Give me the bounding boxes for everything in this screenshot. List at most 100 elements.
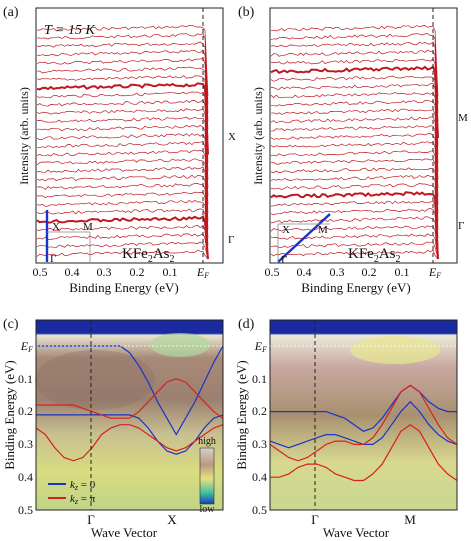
edc-curve: [36, 116, 209, 189]
edc-curve: [270, 241, 439, 260]
edc-curve: [270, 167, 439, 239]
c-ytick-3: 0.3: [18, 437, 33, 451]
b-xtick-ef: EF: [428, 265, 441, 280]
edc-curve: [270, 141, 439, 214]
edc-curve: [270, 25, 439, 97]
edc-curve: [36, 108, 209, 180]
edc-curve: [270, 249, 439, 260]
edc-curve: [270, 41, 439, 114]
legend-kz0-label: kz = 0: [70, 479, 96, 492]
panel-d-heatmap-highlight: [350, 336, 440, 364]
edc-curve: [36, 191, 209, 260]
c-xtick-gamma: Γ: [87, 512, 95, 527]
edc-curve: [36, 66, 209, 139]
panel-a: [35, 7, 224, 264]
panel-b: [269, 7, 458, 264]
panel-b-inset: [277, 213, 331, 263]
inset-a-gamma-label: Γ: [50, 253, 56, 265]
edc-curve: [36, 174, 209, 247]
edc-curve: [270, 49, 439, 122]
a-xtick-2: 0.3: [97, 265, 112, 279]
a-xtick-ef: EF: [196, 265, 209, 280]
legend-c: [48, 483, 66, 499]
edc-curve: [36, 82, 209, 155]
a-ylabel: Intensity (arb. units): [17, 87, 31, 185]
edc-curve: [270, 125, 439, 197]
kz0-band: [36, 414, 224, 455]
edc-curve: [36, 166, 209, 239]
a-xtick-3: 0.2: [130, 265, 145, 279]
panel-a-label: (a): [3, 5, 19, 20]
b-xtick-2: 0.3: [330, 265, 345, 279]
kz0-band: [270, 384, 457, 432]
colorbar-low-label: low: [200, 504, 216, 515]
a-xtick-4: 0.1: [163, 265, 178, 279]
panel-c-bands: [35, 345, 224, 462]
edc-curve: [270, 108, 439, 180]
edc-curve: [36, 49, 209, 122]
d-ytick-4: 0.4: [252, 470, 267, 484]
panel-b-label: (b): [238, 5, 255, 20]
d-ytick-5: 0.5: [252, 503, 267, 517]
d-xlabel: Wave Vector: [323, 525, 390, 540]
edc-curve: [36, 133, 209, 205]
panel-d: [269, 319, 458, 511]
b-xtick-1: 0.4: [297, 265, 312, 279]
edc-curve: [270, 33, 439, 105]
panel-a-compound: KFe2As2: [122, 246, 175, 265]
inset-b-gamma-m-line: [277, 213, 331, 263]
d-ytick-ef: EF: [254, 339, 267, 354]
c-ytick-5: 0.5: [18, 503, 33, 517]
edc-curve: [270, 208, 439, 260]
edc-curve: [36, 249, 209, 260]
a-xtick-0: 0.5: [33, 265, 48, 279]
edc-curve: [36, 232, 209, 260]
c-ylabel: Binding Energy (eV): [2, 360, 17, 470]
c-xtick-x: X: [167, 512, 177, 527]
panel-a-right-gamma: Γ: [228, 234, 234, 246]
kzpi-band: [36, 378, 224, 419]
edc-curve: [36, 141, 209, 214]
inset-b-m-label: M: [318, 224, 328, 236]
a-xlabel: Binding Energy (eV): [69, 280, 179, 295]
edc-curve: [36, 149, 209, 222]
edc-curve: [36, 91, 209, 164]
edc-curve: [270, 174, 439, 247]
d-ytick-1: 0.1: [252, 372, 267, 386]
edc-curve: [36, 24, 209, 97]
inset-b-gamma-label: Γ: [281, 254, 287, 266]
edc-curve: [36, 183, 209, 255]
inset-b-x-label: X: [282, 224, 290, 236]
panel-d-bands: [269, 384, 458, 482]
edc-curve: [36, 158, 209, 230]
edc-curve: [270, 83, 439, 155]
edc-curve: [270, 65, 439, 139]
panel-b-right-m: M: [458, 112, 468, 124]
edc-curve: [36, 224, 209, 260]
c-ytick-2: 0.2: [18, 404, 33, 418]
panel-c-heatmap-highlight: [150, 333, 210, 357]
d-xtick-gamma: Γ: [311, 512, 319, 527]
edc-curve: [270, 183, 439, 255]
edc-curve: [270, 216, 439, 260]
d-xtick-m: M: [404, 512, 416, 527]
panel-a-right-x: X: [228, 131, 236, 143]
inset-a-x-label: X: [52, 221, 60, 233]
a-xtick-1: 0.4: [65, 265, 80, 279]
inset-a-m-label: M: [83, 221, 93, 233]
kzpi-band: [269, 384, 458, 462]
edc-curve: [37, 124, 209, 197]
edc-curve: [270, 99, 439, 172]
edc-curve: [270, 132, 439, 205]
b-xtick-3: 0.2: [362, 265, 377, 279]
panel-c-frame: [35, 319, 224, 511]
b-xlabel: Binding Energy (eV): [301, 280, 411, 295]
edc-curve: [270, 116, 439, 189]
edc-curve: [36, 208, 209, 260]
c-ytick-4: 0.4: [18, 470, 33, 484]
legend-kzpi-label: kz = π: [70, 493, 96, 506]
colorbar-high-label: high: [198, 436, 216, 447]
edc-curve: [36, 32, 209, 105]
temperature-annotation: T = 15 K: [44, 23, 95, 38]
